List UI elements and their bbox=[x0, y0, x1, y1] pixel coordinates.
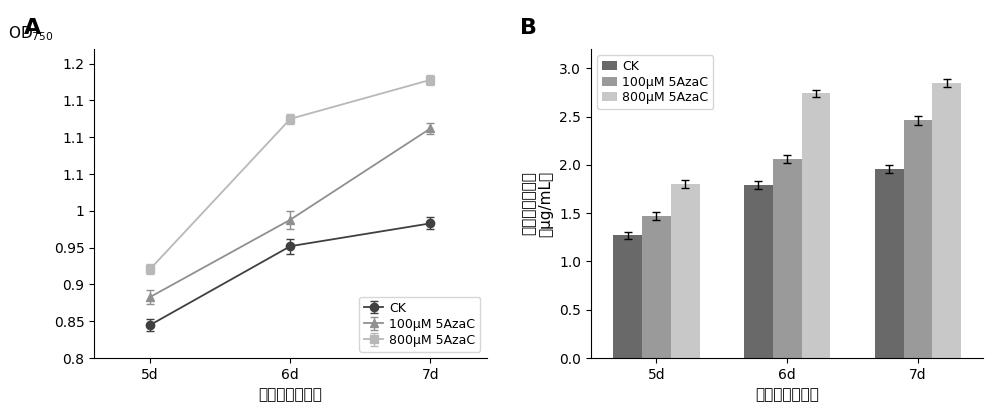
Bar bbox=[744, 185, 773, 358]
Bar bbox=[773, 159, 802, 358]
Bar bbox=[671, 184, 700, 358]
Text: OD$_{750}$: OD$_{750}$ bbox=[8, 24, 53, 43]
Bar bbox=[613, 235, 642, 358]
X-axis label: 培养时间（天）: 培养时间（天） bbox=[258, 387, 322, 402]
X-axis label: 培养时间（天）: 培养时间（天） bbox=[755, 387, 819, 402]
Legend: CK, 100μM 5AzaC, 800μM 5AzaC: CK, 100μM 5AzaC, 800μM 5AzaC bbox=[597, 55, 713, 109]
Legend: CK, 100μM 5AzaC, 800μM 5AzaC: CK, 100μM 5AzaC, 800μM 5AzaC bbox=[359, 297, 480, 352]
Text: A: A bbox=[24, 18, 41, 38]
Bar bbox=[642, 216, 671, 358]
Y-axis label: 类胡萝卜素含量
（μg/mL）: 类胡萝卜素含量 （μg/mL） bbox=[521, 171, 554, 237]
Bar bbox=[875, 169, 904, 358]
Bar bbox=[932, 83, 961, 358]
Bar bbox=[904, 120, 932, 358]
Text: B: B bbox=[520, 18, 537, 38]
Bar bbox=[802, 93, 830, 358]
